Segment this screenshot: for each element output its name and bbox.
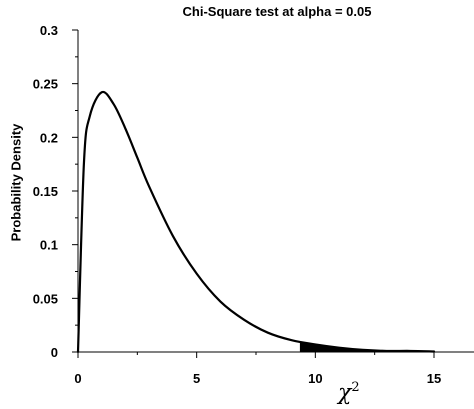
y-tick-label: 0 (51, 345, 58, 360)
x-tick-label: 0 (74, 371, 81, 386)
rejection-region (299, 341, 434, 352)
y-tick-label: 0.1 (40, 238, 58, 253)
axes: 0 0.05 0.1 0.15 0.2 0.25 0.3 0 5 10 15 (33, 23, 474, 386)
y-tick-label: 0.25 (33, 77, 58, 92)
x-tick-label: 10 (308, 371, 322, 386)
x-axis-superscript: 2 (351, 380, 360, 395)
x-tick-label: 15 (427, 371, 441, 386)
y-tick-label: 0.2 (40, 130, 58, 145)
chart-title: Chi-Square test at alpha = 0.05 (182, 4, 372, 19)
chi-square-density-curve (76, 90, 436, 354)
x-axis-symbol: χ (338, 380, 352, 406)
x-tick-label: 5 (193, 371, 200, 386)
x-axis-label: χ2 (338, 380, 360, 405)
y-tick-label: 0.05 (33, 291, 58, 306)
y-tick-label: 0.3 (40, 23, 58, 38)
chart-marks (76, 90, 436, 354)
y-tick-label: 0.15 (33, 184, 58, 199)
